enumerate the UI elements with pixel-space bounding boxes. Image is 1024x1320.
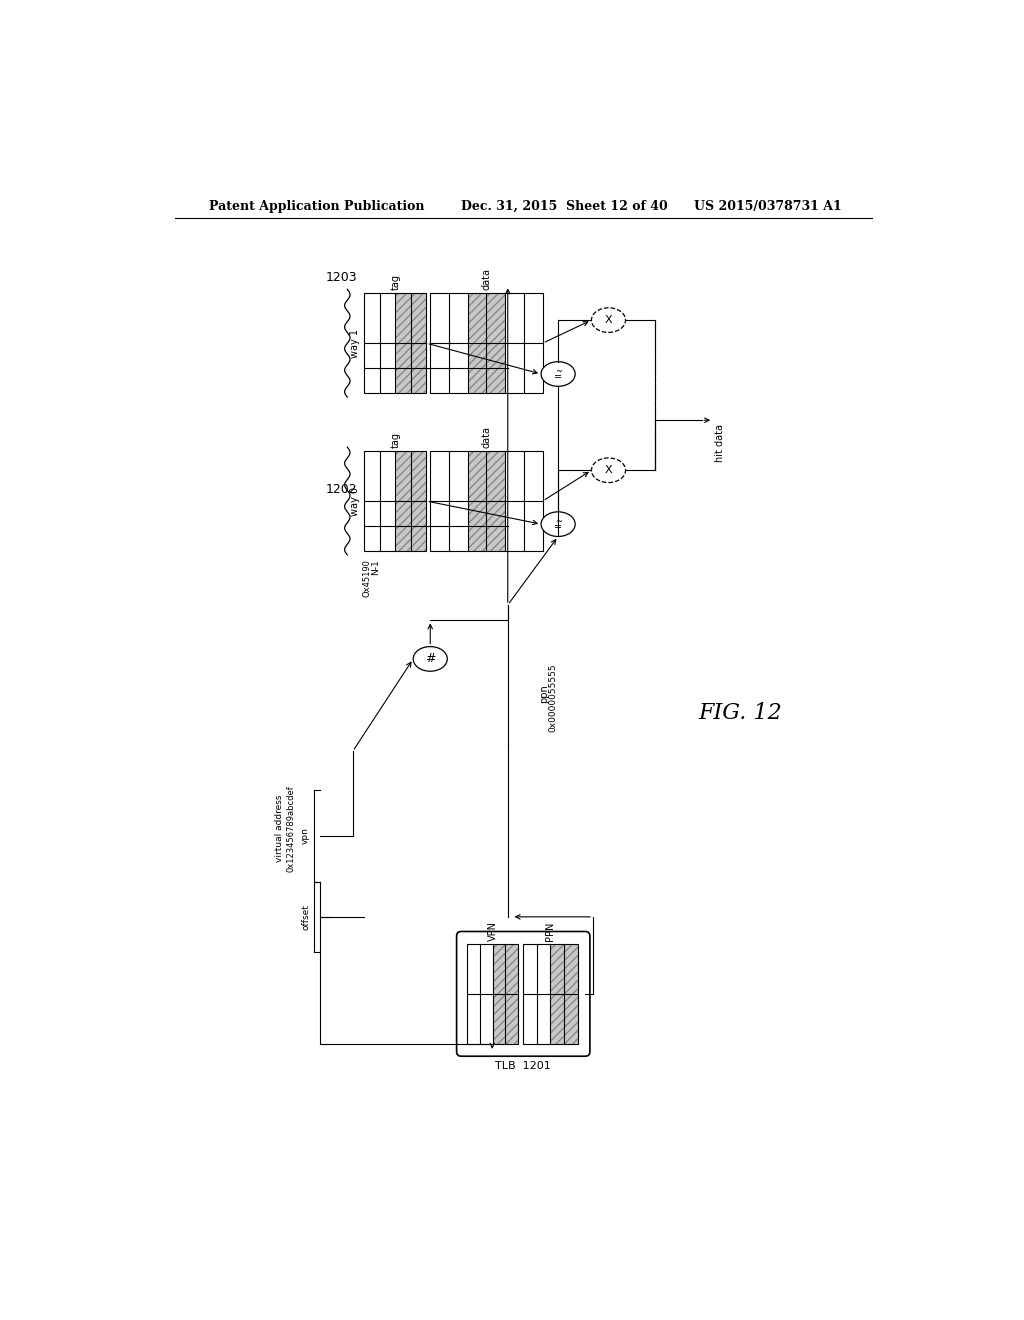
Text: X: X — [605, 315, 612, 325]
Text: TLB  1201: TLB 1201 — [496, 1061, 551, 1071]
Ellipse shape — [592, 308, 626, 333]
Bar — [430, 451, 543, 552]
Text: =: = — [554, 372, 562, 381]
Bar — [430, 293, 543, 393]
Bar — [523, 944, 578, 1044]
Text: tag: tag — [390, 275, 400, 290]
Bar — [550, 944, 564, 1044]
Text: data: data — [481, 268, 492, 290]
Text: 1202: 1202 — [326, 483, 357, 496]
Text: vpn: vpn — [301, 828, 310, 845]
Bar — [365, 451, 426, 552]
Text: X: X — [605, 465, 612, 475]
Bar — [430, 451, 543, 552]
Text: N-1: N-1 — [371, 558, 380, 574]
Text: 0x123456789abcdef: 0x123456789abcdef — [287, 785, 295, 871]
Ellipse shape — [541, 512, 575, 536]
Bar — [486, 293, 505, 393]
Bar — [395, 451, 411, 552]
Text: hit data: hit data — [716, 424, 725, 462]
Bar — [564, 944, 578, 1044]
Bar — [493, 944, 505, 1044]
Text: tag: tag — [390, 432, 400, 447]
Ellipse shape — [541, 362, 575, 387]
Text: US 2015/0378731 A1: US 2015/0378731 A1 — [693, 199, 842, 213]
Text: #: # — [425, 652, 435, 665]
Text: VPN: VPN — [487, 921, 498, 941]
Text: 0x0000055555: 0x0000055555 — [548, 663, 557, 731]
Bar — [467, 944, 518, 1044]
Bar — [411, 451, 426, 552]
Ellipse shape — [592, 458, 626, 483]
FancyBboxPatch shape — [457, 932, 590, 1056]
Bar — [468, 293, 486, 393]
Text: data: data — [481, 426, 492, 447]
Text: FIG. 12: FIG. 12 — [698, 702, 782, 723]
Bar — [365, 451, 426, 552]
Text: ppn: ppn — [539, 684, 549, 704]
Bar — [505, 944, 518, 1044]
Bar — [468, 451, 486, 552]
Text: Ox45190: Ox45190 — [362, 558, 372, 597]
Text: virtual address: virtual address — [274, 795, 284, 862]
Text: offset: offset — [301, 904, 310, 929]
Text: ~: ~ — [555, 367, 561, 376]
Bar — [430, 293, 543, 393]
Text: Patent Application Publication: Patent Application Publication — [209, 199, 425, 213]
Text: way 0: way 0 — [350, 487, 360, 516]
Text: =: = — [554, 523, 562, 532]
Ellipse shape — [414, 647, 447, 672]
Bar — [365, 293, 426, 393]
Text: ~: ~ — [555, 517, 561, 527]
Text: 1203: 1203 — [326, 271, 357, 284]
Bar — [411, 293, 426, 393]
Text: PPN: PPN — [546, 921, 555, 941]
Bar — [523, 944, 578, 1044]
Bar — [365, 293, 426, 393]
Text: way 1: way 1 — [350, 329, 360, 358]
Bar — [395, 293, 411, 393]
Text: Dec. 31, 2015  Sheet 12 of 40: Dec. 31, 2015 Sheet 12 of 40 — [461, 199, 668, 213]
Bar — [467, 944, 518, 1044]
Bar — [486, 451, 505, 552]
